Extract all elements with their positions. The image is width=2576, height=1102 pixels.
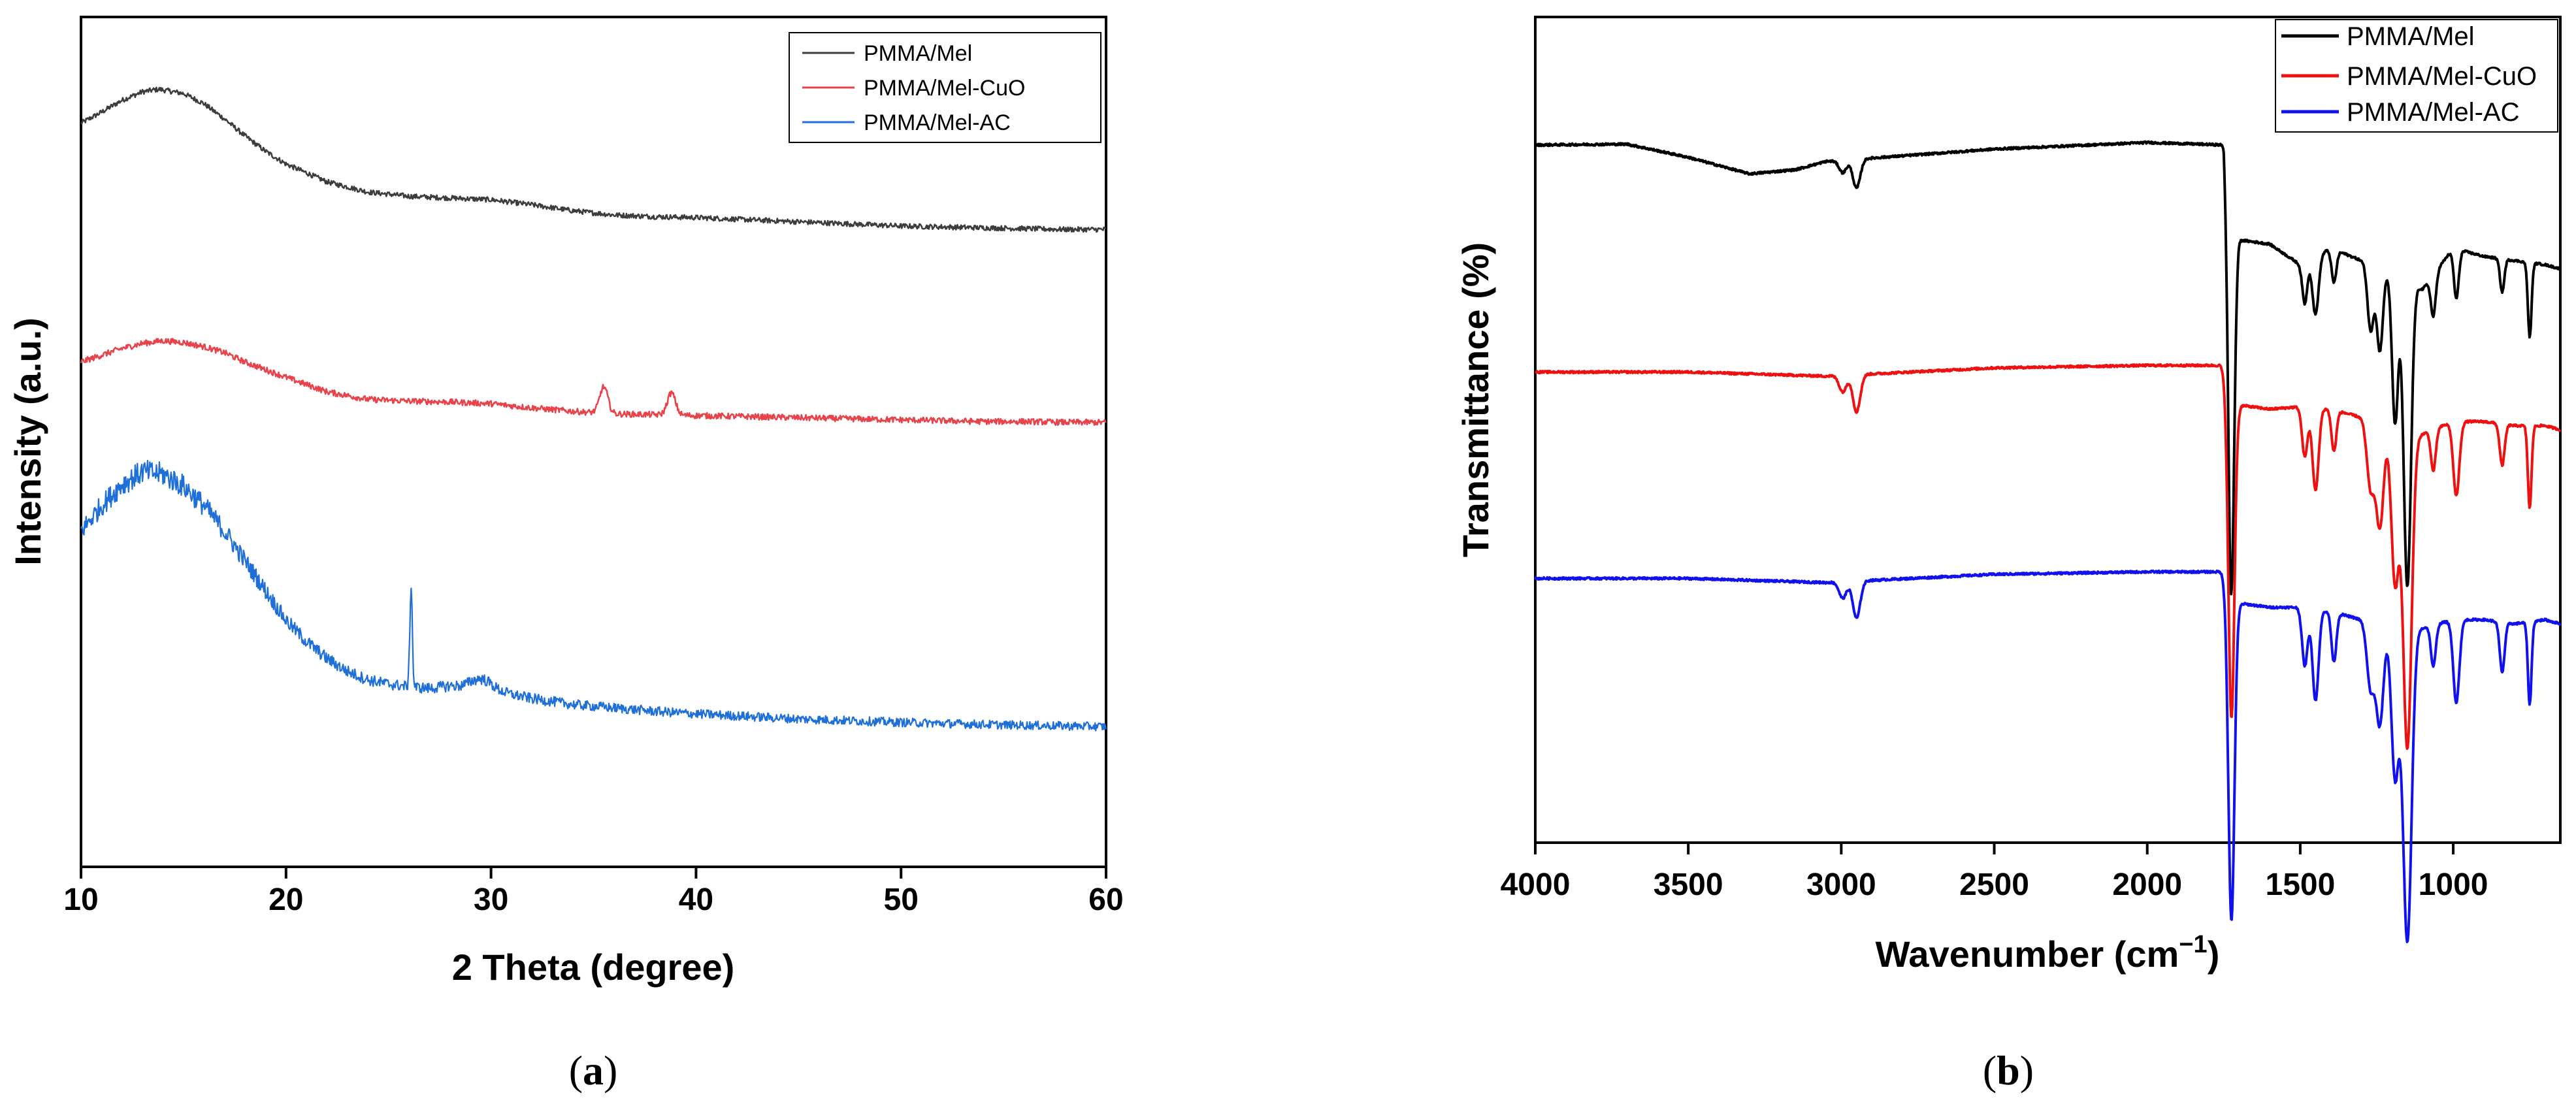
ftir-x-axis-title: Wavenumber (cm−1): [1876, 931, 2220, 975]
xrd-series-pmma-mel: [80, 86, 1107, 233]
ftir-x-tick-label-3000: 3000: [1806, 867, 1876, 902]
ftir-x-axis-title-sup: −1: [2179, 931, 2207, 958]
ftir-series-pmma-mel: [1534, 140, 2562, 596]
panel-label-a-letter: a: [583, 1047, 604, 1094]
xrd-series-pmma-mel-ac: [80, 460, 1107, 732]
ftir-legend: PMMA/Mel PMMA/Mel-CuO PMMA/Mel-AC: [2275, 19, 2558, 133]
ftir-legend-label-pmma-mel: PMMA/Mel: [2347, 22, 2475, 51]
ftir-x-axis-title-close: ): [2208, 933, 2220, 975]
ftir-x-tick-label-1000: 1000: [2419, 867, 2488, 902]
ftir-series-pmma-mel-cuo: [1534, 363, 2562, 750]
xrd-legend-label-pmma-mel: PMMA/Mel: [864, 41, 972, 66]
ftir-x-tick-label-3500: 3500: [1654, 867, 1723, 902]
xrd-x-tick-label-50: 50: [884, 883, 919, 917]
ftir-x-tick-label-2500: 2500: [1959, 867, 2029, 902]
svg-text:(b): (b): [1983, 1047, 2034, 1094]
xrd-series-pmma-mel-cuo: [80, 338, 1107, 427]
xrd-legend-label-pmma-mel-cuo: PMMA/Mel-CuO: [864, 76, 1025, 101]
xrd-series-group: [80, 86, 1107, 732]
xrd-x-tick-label-60: 60: [1088, 883, 1123, 917]
xrd-legend: PMMA/Mel PMMA/Mel-CuO PMMA/Mel-AC: [789, 32, 1101, 143]
ftir-series-group: [1534, 140, 2562, 943]
ftir-chart: 4000 3500 3000 2500 2000 1500 1000 PMMA/Mel PM…: [1455, 16, 2562, 1094]
svg-text:(a): (a): [569, 1047, 618, 1094]
ftir-y-axis-title: Transmittance (%): [1455, 242, 1496, 557]
xrd-x-tick-label-30: 30: [474, 883, 508, 917]
xrd-x-tick-label-20: 20: [269, 883, 303, 917]
xrd-x-tick-label-40: 40: [679, 883, 713, 917]
panel-label-b: (b): [1983, 1047, 2034, 1094]
xrd-plot-frame: [80, 16, 1107, 868]
xrd-chart: 10 20 30 40 50 60 PMMA/Mel PMMA/Mel-CuO PMMA/…: [7, 16, 1124, 1094]
panel-label-b-letter: b: [1997, 1047, 2020, 1094]
xrd-x-ticks: 10 20 30 40 50 60: [63, 867, 1124, 917]
ftir-x-tick-label-4000: 4000: [1501, 867, 1571, 902]
ftir-x-axis-title-main: Wavenumber (cm: [1876, 933, 2179, 975]
xrd-legend-box: [789, 32, 1101, 143]
ftir-x-ticks: 4000 3500 3000 2500 2000 1500 1000: [1501, 843, 2488, 902]
xrd-x-axis-title: 2 Theta (degree): [452, 947, 735, 988]
ftir-legend-label-pmma-mel-cuo: PMMA/Mel-CuO: [2347, 62, 2537, 91]
ftir-series-pmma-mel-ac: [1534, 569, 2562, 943]
xrd-legend-label-pmma-mel-ac: PMMA/Mel-AC: [864, 110, 1011, 135]
ftir-legend-label-pmma-mel-ac: PMMA/Mel-AC: [2347, 98, 2519, 127]
xrd-y-axis-title: Intensity (a.u.): [7, 317, 48, 566]
xrd-x-tick-label-10: 10: [63, 883, 98, 917]
panel-label-a: (a): [569, 1047, 618, 1094]
ftir-x-tick-label-1500: 1500: [2266, 867, 2336, 902]
ftir-x-tick-label-2000: 2000: [2112, 867, 2182, 902]
